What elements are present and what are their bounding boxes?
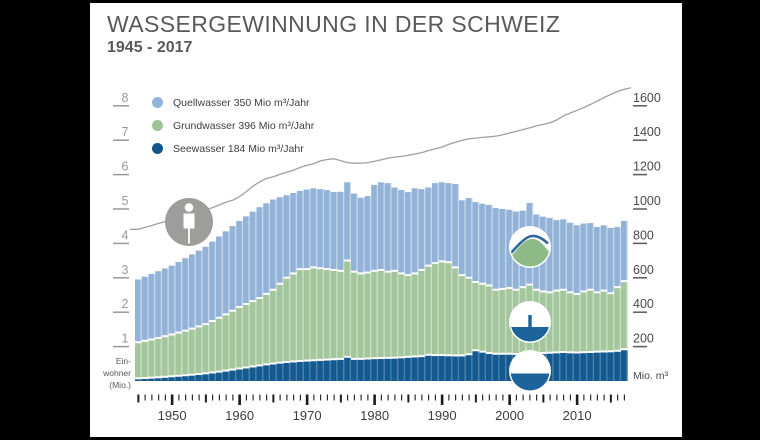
svg-text:1600: 1600 <box>633 91 661 105</box>
legend-item-grundwasser: Grundwasser 396 Mio m³/Jahr <box>152 114 392 137</box>
svg-text:2: 2 <box>122 297 129 311</box>
grundwasser-well-icon <box>509 301 551 343</box>
svg-text:1: 1 <box>122 332 129 346</box>
chart-subtitle: 1945 - 2017 <box>107 39 193 56</box>
svg-text:5: 5 <box>122 194 129 208</box>
svg-text:1960: 1960 <box>225 408 254 423</box>
stacked-area-chart: 1 2 3 4 5 6 7 8 200 400 600 800 1000 1200 1400 1600 1950… <box>113 87 661 423</box>
svg-text:1950: 1950 <box>158 408 187 423</box>
svg-text:200: 200 <box>633 332 654 346</box>
left-axis-unit-line: wohner <box>103 368 131 378</box>
svg-text:800: 800 <box>633 228 654 242</box>
svg-text:1980: 1980 <box>360 408 389 423</box>
left-axis-unit-label: Ein- wohner (Mio.) <box>90 355 131 391</box>
svg-text:8: 8 <box>122 91 129 105</box>
grundwasser-dot-icon <box>152 120 163 131</box>
svg-text:1400: 1400 <box>633 125 661 139</box>
stacked-columns <box>135 182 628 381</box>
svg-text:600: 600 <box>633 263 654 277</box>
quellwasser-spring-icon <box>509 226 551 268</box>
population-line <box>130 87 632 230</box>
svg-text:1990: 1990 <box>428 408 457 423</box>
right-axis: 200 400 600 800 1000 1200 1400 1600 <box>633 91 661 348</box>
svg-text:4: 4 <box>122 228 129 242</box>
svg-text:2010: 2010 <box>563 408 592 423</box>
svg-text:1000: 1000 <box>633 194 661 208</box>
chart-title: WASSERGEWINNUNG IN DER SCHWEIZ <box>107 11 561 37</box>
svg-text:7: 7 <box>122 125 129 139</box>
seewasser-lake-icon <box>509 350 551 392</box>
svg-text:2000: 2000 <box>495 408 524 423</box>
svg-text:3: 3 <box>122 263 129 277</box>
legend-label: Grundwasser 396 Mio m³/Jahr <box>173 119 315 132</box>
left-axis-unit-line: Ein- <box>115 356 131 366</box>
legend-label: Seewasser 184 Mio m³/Jahr <box>173 142 304 155</box>
quellwasser-dot-icon <box>152 97 163 108</box>
infographic-card: 1 2 3 4 5 6 7 8 200 400 600 800 1000 1200 1400 1600 1950… <box>90 3 682 437</box>
legend-item-quellwasser: Quellwasser 350 Mio m³/Jahr <box>152 91 392 114</box>
svg-text:6: 6 <box>122 160 129 174</box>
svg-text:1200: 1200 <box>633 160 661 174</box>
legend-label: Quellwasser 350 Mio m³/Jahr <box>173 96 310 109</box>
right-axis-unit-label: Mio. m³ <box>633 370 668 382</box>
x-axis-labels: 1950 1960 1970 1980 1990 2000 2010 <box>158 408 592 423</box>
legend-item-seewasser: Seewasser 184 Mio m³/Jahr <box>152 137 392 160</box>
svg-text:400: 400 <box>633 297 654 311</box>
left-axis-unit-line: (Mio.) <box>109 380 131 390</box>
person-icon <box>165 198 213 246</box>
x-axis-ticks <box>137 394 625 405</box>
seewasser-dot-icon <box>152 143 163 154</box>
svg-text:1970: 1970 <box>293 408 322 423</box>
legend: Quellwasser 350 Mio m³/Jahr Grundwasser … <box>152 91 392 160</box>
left-axis: 1 2 3 4 5 6 7 8 <box>113 91 129 348</box>
